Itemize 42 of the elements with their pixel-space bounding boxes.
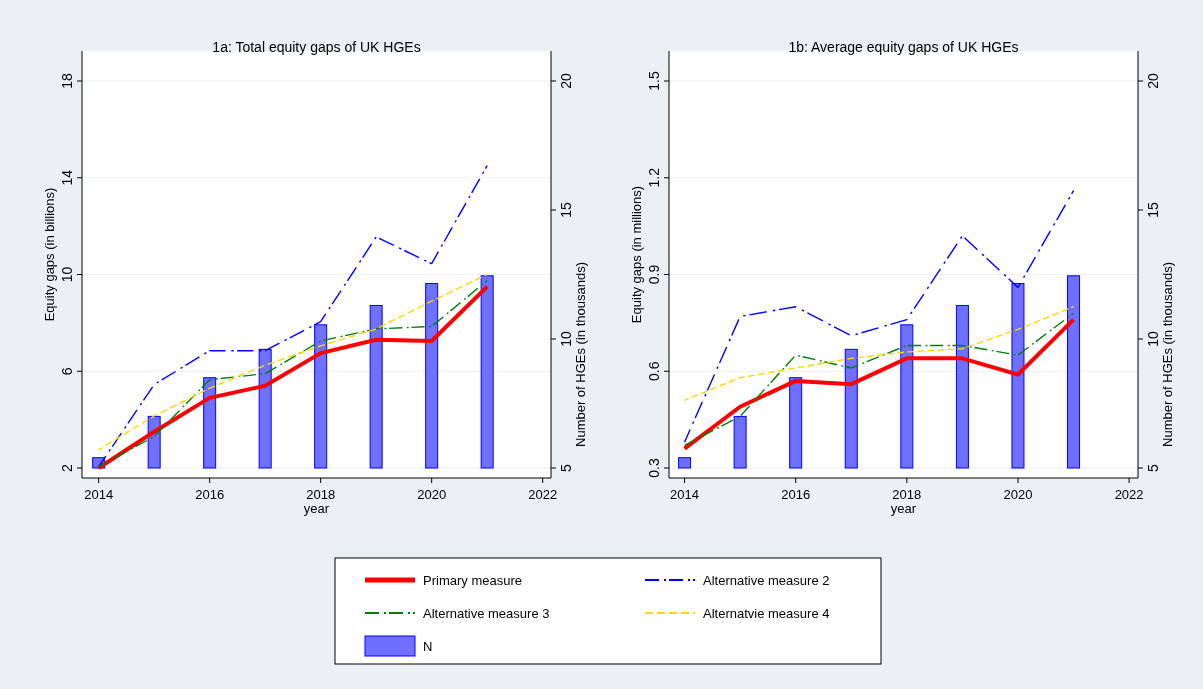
y2-tick-label: 20 (1145, 73, 1162, 89)
line-series (683, 306, 1075, 401)
x-axis-title: year (890, 501, 917, 516)
y2-tick-label: 10 (1145, 331, 1162, 347)
y2-tick-label: 5 (558, 463, 575, 472)
legend-label: Alternative measure 2 (703, 573, 830, 588)
y-tick-label: 1.5 (646, 71, 662, 91)
y-tick-label: 10 (59, 266, 75, 283)
y2-tick-label: 15 (1145, 202, 1162, 218)
x-tick-label: 2020 (417, 487, 447, 502)
legend-label: N (423, 639, 433, 654)
y-tick-label: 0.9 (646, 264, 662, 285)
x-tick-label: 2016 (781, 487, 811, 502)
y-tick-label: 1.2 (646, 167, 662, 188)
x-tick-label: 2014 (84, 487, 114, 502)
x-tick-label: 2020 (1003, 487, 1033, 502)
y2-tick-label: 10 (558, 331, 575, 347)
y2-axis-title: Number of HGEs (in thousands) (1160, 262, 1175, 447)
x-tick-label: 2022 (1114, 487, 1144, 502)
x-tick-label: 2018 (306, 487, 336, 502)
y-tick-label: 2 (59, 463, 75, 472)
y2-axis-title: Number of HGEs (in thousands) (573, 262, 588, 447)
y2-tick-label: 15 (558, 202, 575, 218)
legend-label: Alternatvie measure 4 (703, 606, 830, 621)
y-axis-title: Equity gaps (in billions) (42, 187, 57, 322)
legend-label: Alternative measure 3 (423, 606, 550, 621)
y-tick-label: 14 (59, 169, 75, 186)
x-tick-label: 2018 (892, 487, 922, 502)
x-tick-label: 2016 (195, 487, 225, 502)
chart-title: 1b: Average equity gaps of UK HGEs (788, 39, 1019, 55)
y-tick-label: 0.3 (646, 458, 662, 478)
y-axis-title: Equity gaps (in millions) (629, 185, 644, 324)
x-tick-label: 2022 (528, 487, 558, 502)
y-tick-label: 18 (59, 73, 75, 89)
y2-tick-label: 5 (1145, 463, 1162, 472)
x-tick-label: 2014 (670, 487, 700, 502)
x-axis-title: year (303, 501, 330, 516)
y-tick-label: 6 (59, 367, 75, 376)
chart-title: 1a: Total equity gaps of UK HGEs (212, 39, 421, 55)
y2-tick-label: 20 (558, 73, 575, 89)
legend-label: Primary measure (423, 573, 522, 588)
y-tick-label: 0.6 (646, 361, 662, 381)
